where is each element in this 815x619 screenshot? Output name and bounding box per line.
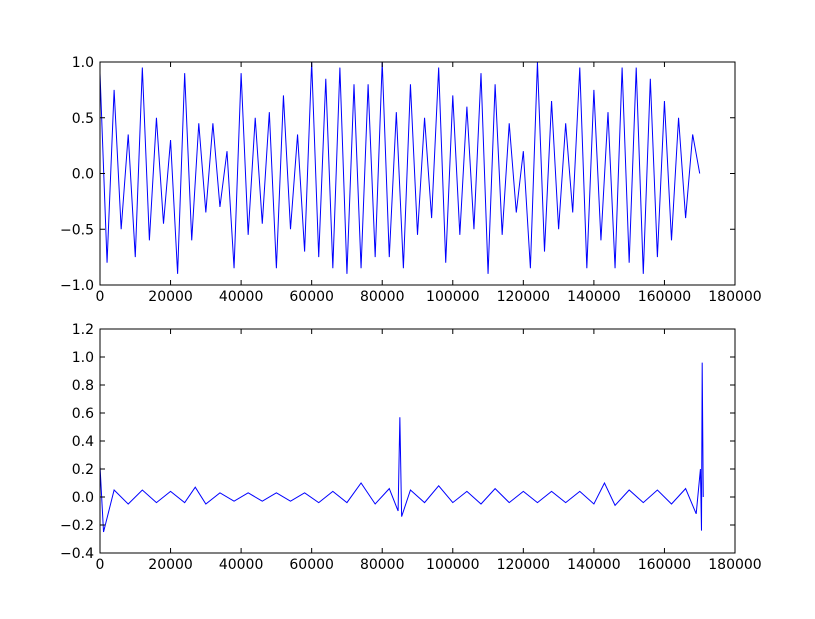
y-tick-label: −0.4 xyxy=(60,546,94,562)
x-tick-label: 180000 xyxy=(708,557,761,573)
x-tick-label: 40000 xyxy=(219,557,264,573)
x-tick-label: 0 xyxy=(96,289,105,305)
x-tick-label: 20000 xyxy=(148,557,193,573)
y-tick-label: 1.0 xyxy=(72,55,94,71)
waveform-line xyxy=(99,61,701,274)
y-tick-label: 1.2 xyxy=(72,322,94,338)
x-tick-label: 100000 xyxy=(426,557,479,573)
x-tick-label: 140000 xyxy=(567,289,620,305)
waveform-line xyxy=(99,362,704,533)
x-tick-label: 60000 xyxy=(289,557,334,573)
y-tick-label: −1.0 xyxy=(60,278,94,294)
x-tick-label: 120000 xyxy=(497,289,550,305)
x-tick-label: 20000 xyxy=(148,289,193,305)
x-tick-label: 60000 xyxy=(289,289,334,305)
y-tick-label: 0.5 xyxy=(72,111,94,127)
y-tick-label: 0.6 xyxy=(72,406,94,422)
x-tick-label: 160000 xyxy=(638,289,691,305)
y-tick-label: 1.0 xyxy=(72,350,94,366)
axes-frame xyxy=(99,328,736,554)
y-tick-label: −0.5 xyxy=(60,222,94,238)
x-tick-label: 40000 xyxy=(219,289,264,305)
y-tick-label: 0.0 xyxy=(72,167,94,183)
x-tick-label: 180000 xyxy=(708,289,761,305)
x-tick-label: 100000 xyxy=(426,289,479,305)
x-tick-label: 80000 xyxy=(360,557,405,573)
y-tick-label: 0.2 xyxy=(72,462,94,478)
x-tick-label: 160000 xyxy=(638,557,691,573)
x-tick-label: 80000 xyxy=(360,289,405,305)
y-tick-label: −0.2 xyxy=(60,518,94,534)
y-tick-label: 0.4 xyxy=(72,434,94,450)
x-tick-label: 0 xyxy=(96,557,105,573)
x-tick-label: 120000 xyxy=(497,557,550,573)
x-tick-label: 140000 xyxy=(567,557,620,573)
y-tick-label: 0.0 xyxy=(72,490,94,506)
y-tick-label: 0.8 xyxy=(72,378,94,394)
